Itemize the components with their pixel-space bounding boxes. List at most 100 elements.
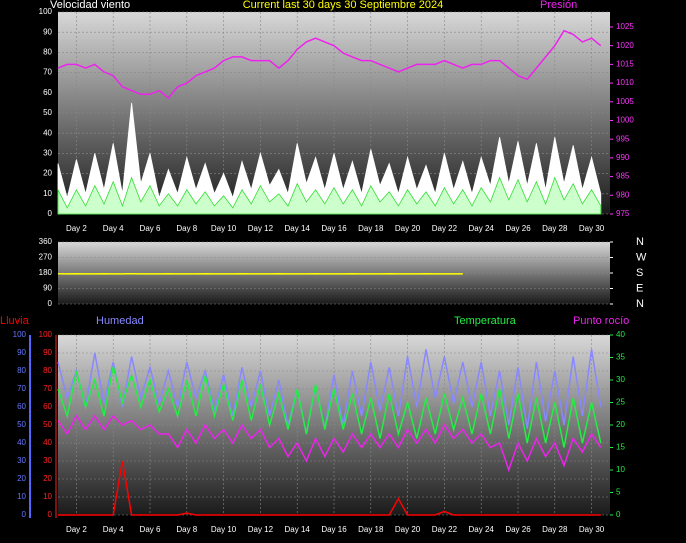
y2-tick-label: 0 xyxy=(616,510,621,519)
y-tick-label: 30 xyxy=(43,456,52,465)
y-tick-label: 0 xyxy=(22,510,27,519)
y-tick-label: 60 xyxy=(43,88,52,97)
x-tick-label: Day 16 xyxy=(321,224,347,233)
x-tick-label: Day 24 xyxy=(469,525,495,534)
series-line xyxy=(57,366,602,448)
y-tick-label: 90 xyxy=(43,27,52,36)
series-line xyxy=(57,414,602,473)
series-line xyxy=(57,102,602,215)
x-tick-label: Day 16 xyxy=(321,525,347,534)
y-tick-label: 60 xyxy=(43,402,52,411)
x-tick-label: Day 6 xyxy=(140,224,161,233)
y-tick-label: 60 xyxy=(17,402,26,411)
y2-tick-label: 1015 xyxy=(616,59,634,68)
y2-tick-label: 25 xyxy=(616,398,625,407)
y-tick-label: 0 xyxy=(48,209,53,218)
y-tick-label: 80 xyxy=(17,366,26,375)
legend-entry: Humedad xyxy=(96,315,144,327)
y2-tick-label: W xyxy=(636,251,647,263)
x-tick-label: Day 24 xyxy=(469,224,495,233)
y-tick-label: 30 xyxy=(43,149,52,158)
x-tick-label: Day 10 xyxy=(211,224,237,233)
series-line xyxy=(57,29,602,100)
legend-entry: Lluvia xyxy=(0,315,30,327)
series-line xyxy=(57,176,602,215)
y2-tick-label: 10 xyxy=(616,465,625,474)
y2-tick-label: 40 xyxy=(616,330,625,339)
x-tick-label: Day 26 xyxy=(505,525,531,534)
y-tick-label: 40 xyxy=(17,438,26,447)
series-line xyxy=(58,460,601,516)
y-tick-label: 40 xyxy=(43,438,52,447)
y-tick-label: 100 xyxy=(39,330,53,339)
x-tick-label: Day 12 xyxy=(248,525,274,534)
y-tick-label: 180 xyxy=(39,268,53,277)
chart-title: Current last 30 days 30 Septiembre 2024 xyxy=(243,0,444,11)
y2-tick-label: 995 xyxy=(616,134,630,143)
y-tick-label: 90 xyxy=(43,348,52,357)
x-tick-label: Day 20 xyxy=(395,525,421,534)
y-tick-label: 20 xyxy=(43,169,52,178)
y-tick-label: 90 xyxy=(43,284,52,293)
y2-tick-label: 20 xyxy=(616,420,625,429)
x-tick-label: Day 6 xyxy=(140,525,161,534)
x-tick-label: Day 10 xyxy=(211,525,237,534)
y2-tick-label: 1005 xyxy=(616,97,634,106)
y-tick-label: 360 xyxy=(39,237,53,246)
x-tick-label: Day 22 xyxy=(432,224,458,233)
y2-tick-label: 5 xyxy=(616,488,621,497)
y-tick-label: 30 xyxy=(17,456,26,465)
x-tick-label: Day 30 xyxy=(579,525,605,534)
legend-entry: Punto rocío xyxy=(573,315,629,327)
y2-tick-label: 985 xyxy=(616,172,630,181)
y2-tick-label: N xyxy=(636,236,644,248)
y-tick-label: 100 xyxy=(13,330,27,339)
y-tick-label: 80 xyxy=(43,48,52,57)
x-tick-label: Day 2 xyxy=(66,224,87,233)
x-tick-label: Day 28 xyxy=(542,224,568,233)
x-tick-label: Day 26 xyxy=(505,224,531,233)
y-tick-label: 20 xyxy=(17,474,26,483)
y-tick-label: 40 xyxy=(43,128,52,137)
y2-tick-label: E xyxy=(636,282,643,294)
y2-tick-label: 15 xyxy=(616,443,625,452)
x-tick-label: Day 4 xyxy=(103,224,124,233)
y2-tick-label: 1025 xyxy=(616,22,634,31)
x-tick-label: Day 18 xyxy=(358,224,384,233)
y-tick-label: 80 xyxy=(43,366,52,375)
y-tick-label: 10 xyxy=(43,492,52,501)
x-tick-label: Day 20 xyxy=(395,224,421,233)
y2-tick-label: 1020 xyxy=(616,41,634,50)
y2-tick-label: 975 xyxy=(616,209,630,218)
x-tick-label: Day 28 xyxy=(542,525,568,534)
y-tick-label: 90 xyxy=(17,348,26,357)
x-tick-label: Day 12 xyxy=(248,224,274,233)
y-tick-label: 70 xyxy=(17,384,26,393)
x-tick-label: Day 2 xyxy=(66,525,87,534)
y2-tick-label: 30 xyxy=(616,375,625,384)
y2-tick-label: 980 xyxy=(616,190,630,199)
y-tick-label: 50 xyxy=(17,420,26,429)
y-tick-label: 0 xyxy=(48,299,53,308)
legend-entry: Temperatura xyxy=(454,315,517,327)
x-tick-label: Day 4 xyxy=(103,525,124,534)
x-tick-label: Day 30 xyxy=(579,224,605,233)
y-tick-label: 270 xyxy=(39,253,53,262)
y2-tick-label: 1010 xyxy=(616,78,634,87)
x-tick-label: Day 8 xyxy=(176,525,197,534)
y-tick-label: 100 xyxy=(39,7,53,16)
series-line xyxy=(57,349,602,435)
y2-tick-label: 990 xyxy=(616,153,630,162)
y-tick-label: 50 xyxy=(43,420,52,429)
x-tick-label: Day 18 xyxy=(358,525,384,534)
y2-tick-label: N xyxy=(636,298,644,310)
legend-entry: Velocidad viento xyxy=(50,0,130,11)
y2-tick-label: S xyxy=(636,267,643,279)
y2-tick-label: 35 xyxy=(616,353,625,362)
x-tick-label: Day 22 xyxy=(432,525,458,534)
y-tick-label: 70 xyxy=(43,384,52,393)
x-tick-label: Day 14 xyxy=(285,224,311,233)
y-tick-label: 70 xyxy=(43,68,52,77)
y-tick-label: 20 xyxy=(43,474,52,483)
